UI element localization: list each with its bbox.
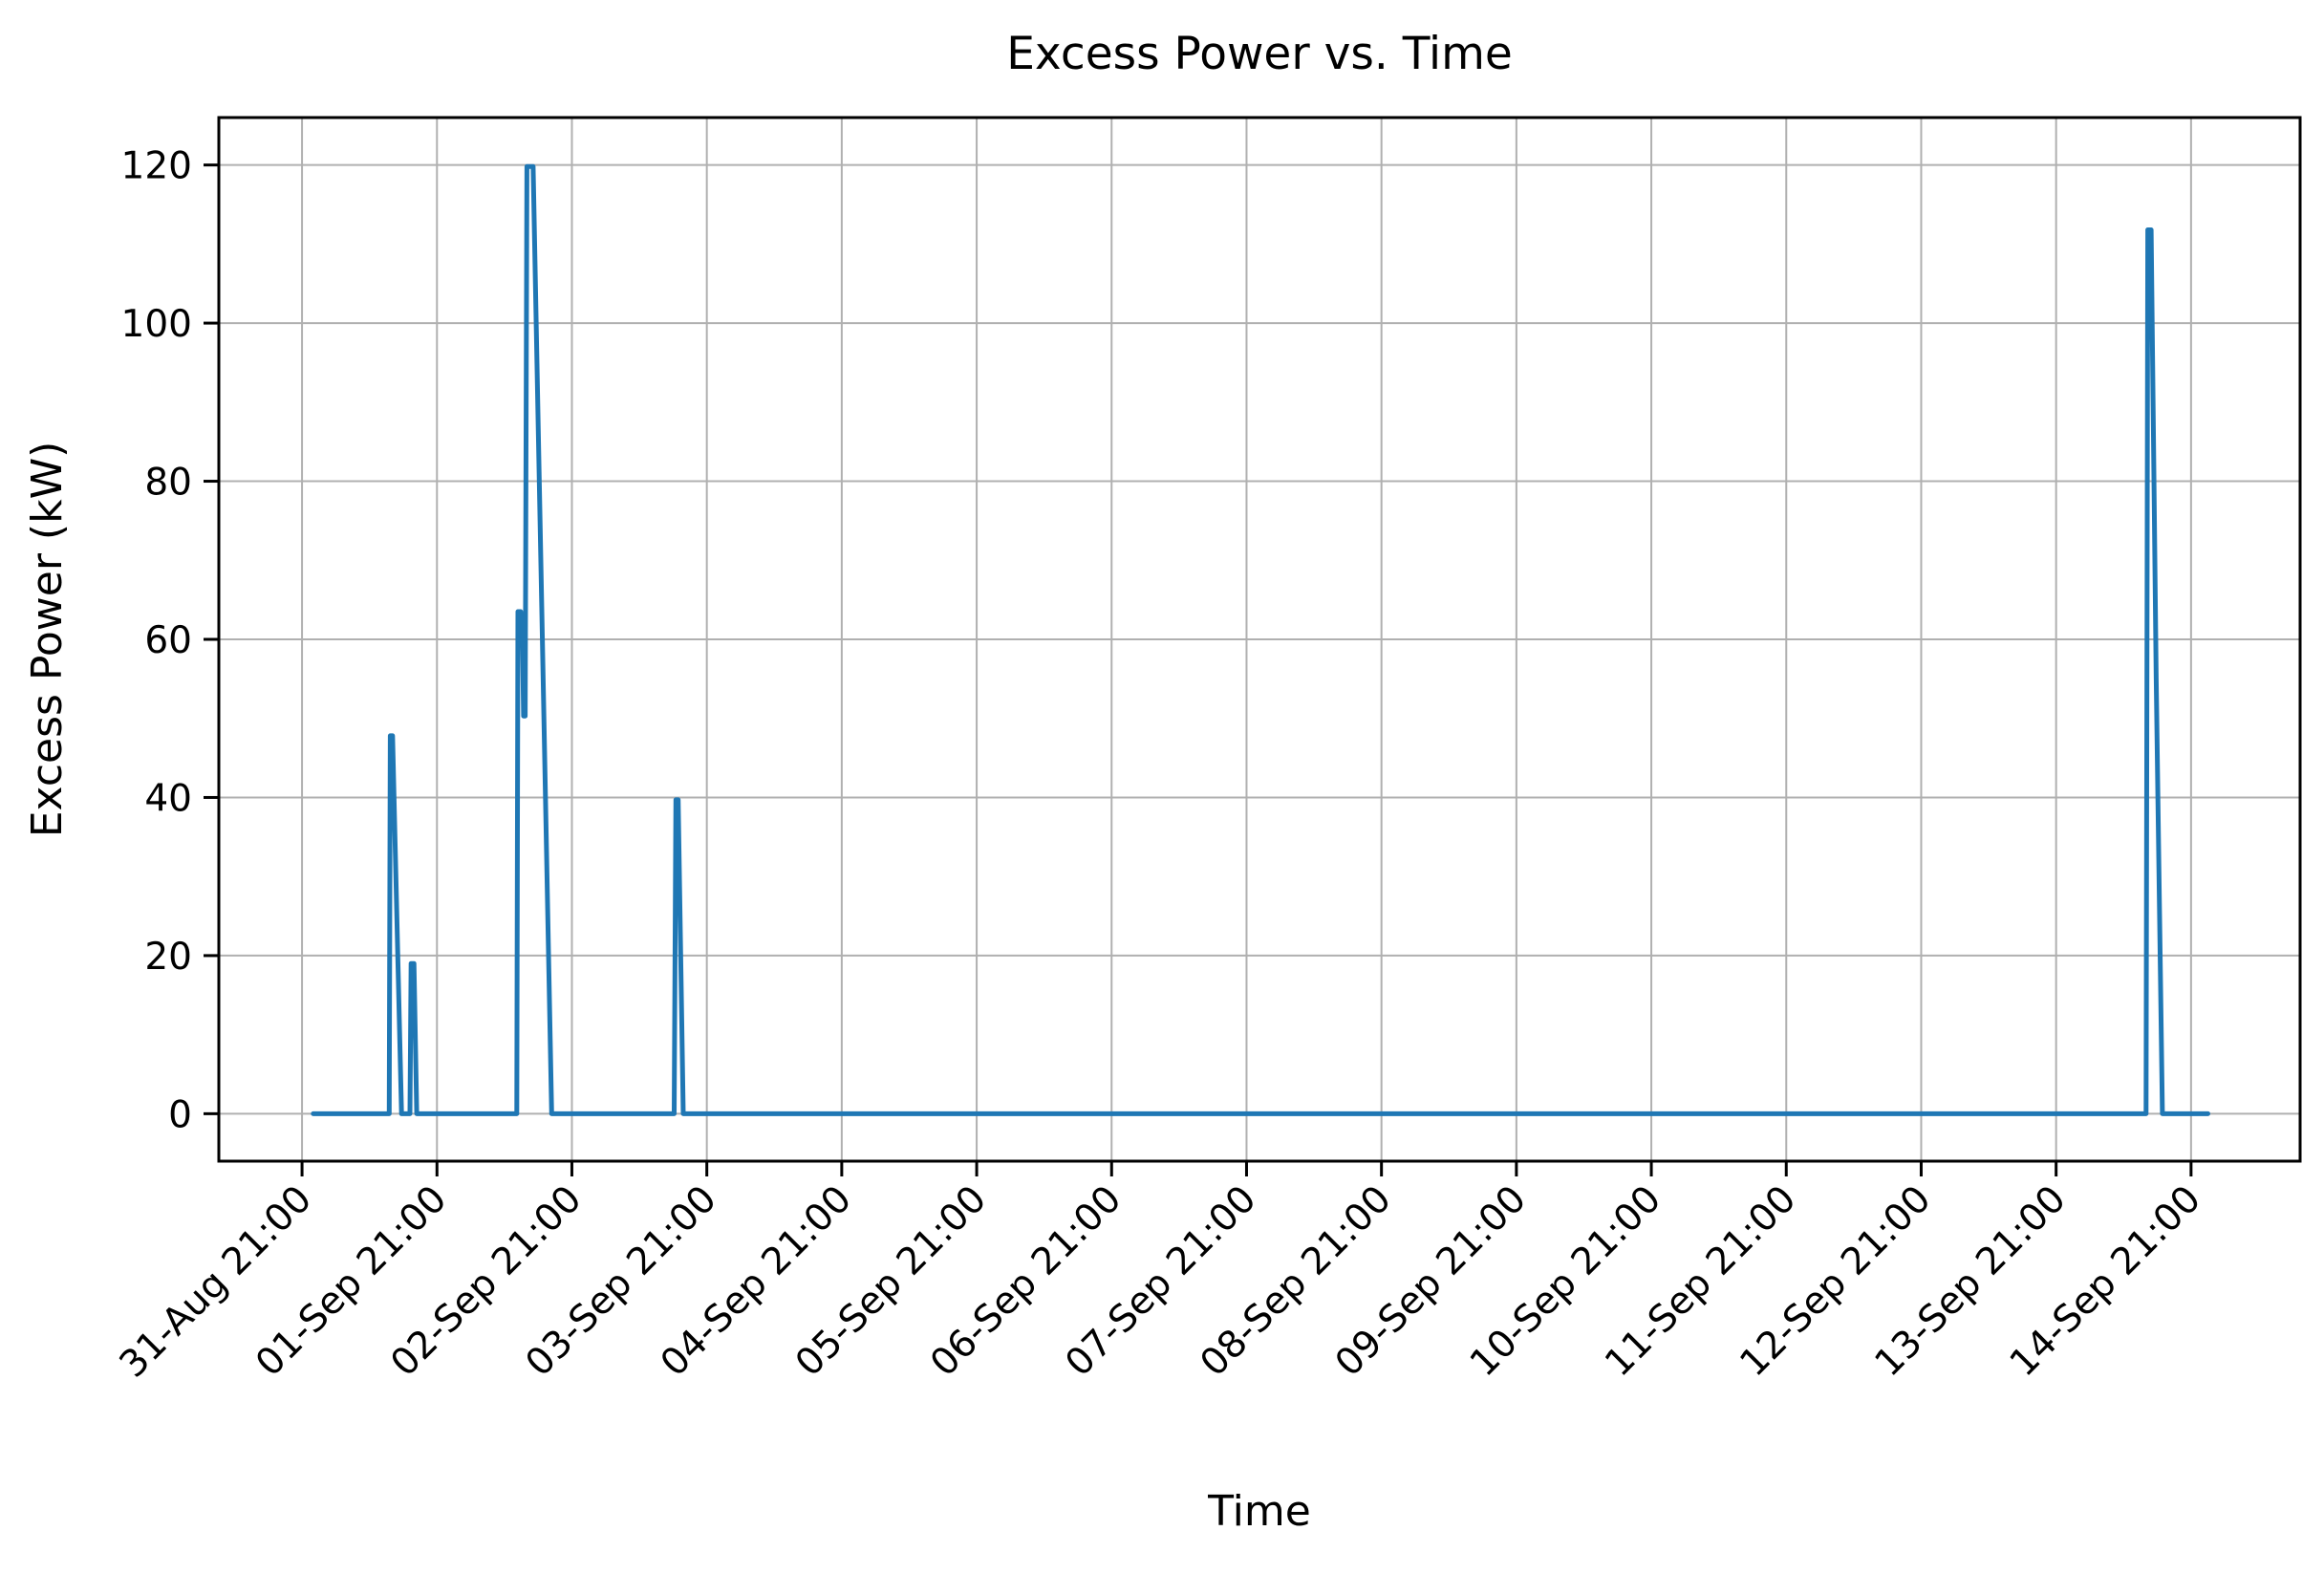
y-tick-label: 120 bbox=[121, 145, 192, 188]
y-axis-tick-labels: 0 20 40 60 80 100 120 bbox=[121, 145, 192, 1137]
y-axis-ticks bbox=[204, 163, 219, 1115]
x-axis-label: Time bbox=[1207, 1487, 1311, 1536]
y-tick-label: 60 bbox=[144, 619, 192, 662]
y-tick-label: 20 bbox=[144, 936, 192, 979]
series-line-excess-power bbox=[311, 163, 2210, 1116]
x-axis-ticks bbox=[300, 1161, 2193, 1176]
chart-title: Excess Power vs. Time bbox=[1006, 28, 1513, 80]
y-tick-label: 100 bbox=[121, 303, 192, 346]
gridlines bbox=[219, 118, 2300, 1161]
y-tick-label: 0 bbox=[168, 1093, 192, 1136]
y-tick-label: 40 bbox=[144, 777, 192, 820]
y-axis-label: Excess Power (kW) bbox=[23, 442, 72, 838]
y-tick-label: 80 bbox=[144, 462, 192, 505]
